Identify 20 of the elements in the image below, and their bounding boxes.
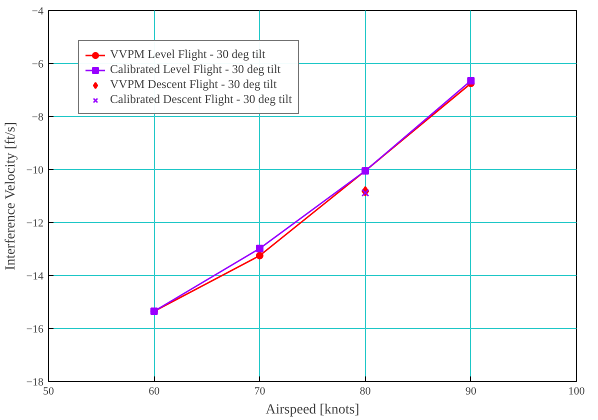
- y-tick-label: −10: [26, 164, 44, 176]
- y-tick-label: −8: [32, 112, 44, 124]
- legend-label: VVPM Descent Flight - 30 deg tilt: [110, 77, 277, 92]
- y-tick-label: −14: [26, 270, 44, 282]
- x-tick-label: 90: [465, 386, 477, 398]
- x-tick-label: 50: [43, 386, 54, 398]
- legend-label: Calibrated Level Flight - 30 deg tilt: [110, 62, 281, 77]
- x-axis-title: Airspeed [knots]: [266, 402, 360, 418]
- x-tick-label: 70: [254, 386, 266, 398]
- y-tick-label: −16: [26, 324, 44, 336]
- y-tick-label: −18: [26, 376, 44, 388]
- y-tick-label: −6: [32, 58, 44, 70]
- x-tick-label: 80: [360, 386, 372, 398]
- legend-label: VVPM Level Flight - 30 deg tilt: [110, 47, 266, 62]
- legend-label: Calibrated Descent Flight - 30 deg tilt: [110, 92, 292, 107]
- y-tick-label: −12: [26, 218, 44, 230]
- y-tick-label: −4: [32, 6, 44, 18]
- x-tick-label: 60: [148, 386, 160, 398]
- y-axis-title: Interference Velocity [ft/s]: [3, 122, 18, 270]
- x-tick-label: 100: [568, 386, 586, 398]
